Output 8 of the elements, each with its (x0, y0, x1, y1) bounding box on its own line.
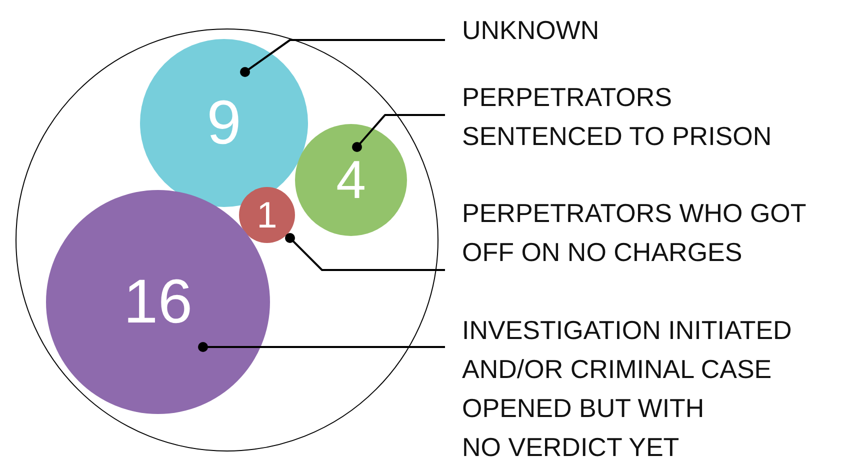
data-label: 4 (336, 150, 366, 210)
data-label: 16 (124, 268, 192, 336)
data-label: 1 (256, 194, 278, 236)
data-label: 9 (206, 88, 242, 158)
category-label: PERPETRATORS WHO GOT OFF ON NO CHARGES (462, 198, 806, 267)
category-label: UNKNOWN (462, 15, 600, 45)
category-label: PERPETRATORS SENTENCED TO PRISON (462, 82, 772, 151)
category-label: INVESTIGATION INITIATED AND/OR CRIMINAL CASE OPENED BUT WITH NO VERDICT YET (462, 315, 792, 462)
